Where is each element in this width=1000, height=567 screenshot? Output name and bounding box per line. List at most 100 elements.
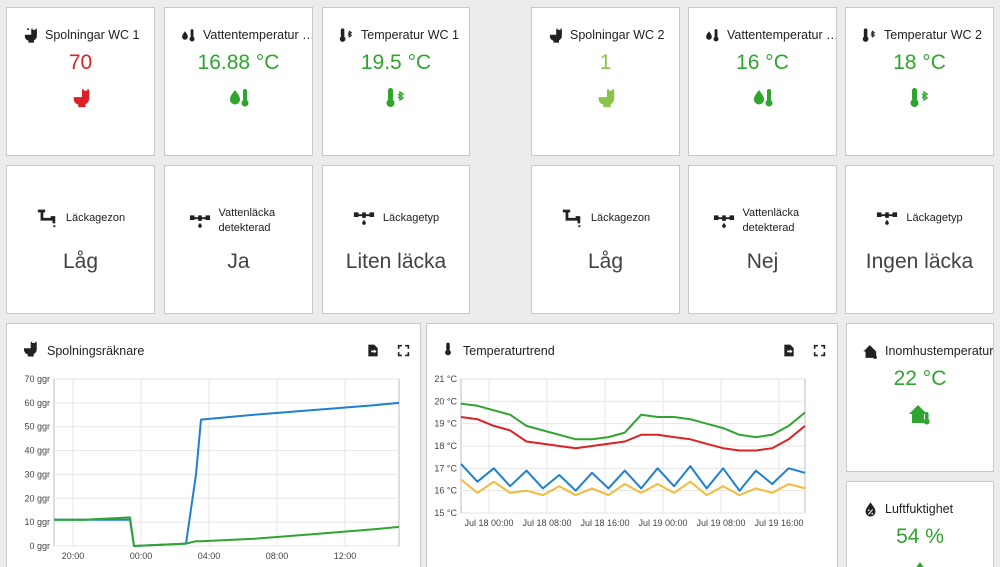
flush-count-value: 70 [68, 51, 93, 74]
card-title: Temperatur WC 1 [361, 28, 459, 42]
x-tick-label: Jul 18 16:00 [580, 518, 629, 528]
temp-value: 18 °C [893, 51, 946, 74]
card-title: Luftfuktighet [885, 502, 954, 516]
graph-title: Spolningsräknare [47, 343, 145, 358]
card-leak-type-wc1[interactable]: Läckagetyp Liten läcka [322, 165, 470, 314]
leak-zone-value: Låg [587, 250, 624, 273]
water-thermometer-icon [165, 86, 312, 110]
card-leak-zone-wc1[interactable]: Läckagezon Låg [6, 165, 155, 314]
toilet-icon [21, 26, 39, 44]
water-percent-icon [861, 500, 879, 518]
thermometer-icon [441, 340, 455, 361]
flush-count-value: 1 [599, 51, 612, 74]
y-tick-label: 19 °C [434, 419, 457, 429]
series-line-0 [460, 402, 806, 441]
card-flush-counter-graph[interactable]: Spolningsräknare 0 ggr 10 ggr 20 ggr 30 ggr… [6, 323, 421, 567]
y-tick-label: 18 °C [434, 441, 457, 451]
card-leak-zone-wc2[interactable]: Läckagezon Låg [531, 165, 680, 314]
y-tick-label: 20 °C [434, 396, 457, 406]
water-pump-icon [189, 209, 211, 234]
leak-detected-value: Nej [746, 250, 779, 273]
card-title: Inomhustemperatur [885, 344, 994, 358]
x-tick-label: Jul 19 08:00 [696, 518, 745, 528]
card-indoor-temp[interactable]: Inomhustemperatur 22 °C [846, 323, 994, 472]
x-tick-label: 12:00 [334, 551, 357, 561]
card-humidity[interactable]: Luftfuktighet 54 % [846, 481, 994, 567]
y-tick-label: 15 °C [434, 508, 457, 518]
entity-header: Vattenläcka detekterad [165, 206, 312, 236]
thermometer-bluetooth-icon [323, 86, 469, 110]
temperature-trend-chart: 15 °C 16 °C 17 °C 18 °C 19 °C 20 °C 21 °C Jul 1… [434, 374, 806, 528]
graph-title: Temperaturtrend [463, 343, 555, 358]
home-thermometer-icon [847, 402, 993, 426]
water-temp-value: 16 °C [736, 51, 789, 74]
entity-header: Vattenläcka detekterad [689, 206, 836, 236]
y-tick-label: 40 ggr [24, 446, 50, 456]
x-tick-label: Jul 19 00:00 [638, 518, 687, 528]
fullscreen-icon[interactable] [395, 342, 411, 358]
card-header: Spolningar WC 2 [546, 26, 665, 44]
leak-type-value: Liten läcka [345, 250, 447, 273]
entity-label: Läckagezon [65, 212, 126, 224]
export-file-icon[interactable] [781, 342, 797, 358]
y-tick-label: 20 ggr [24, 493, 50, 503]
card-leak-detected-wc1[interactable]: Vattenläcka detekterad Ja [164, 165, 313, 314]
leak-zone-value: Låg [62, 250, 99, 273]
y-tick-label: 0 ggr [29, 541, 50, 551]
card-header: Temperatur WC 1 [337, 26, 459, 44]
x-tick-label: 08:00 [266, 551, 289, 561]
card-header: Vattentemperatur WC 1 [179, 26, 312, 44]
humidity-value: 54 % [896, 525, 944, 548]
water-pump-icon [876, 206, 898, 231]
card-header: Luftfuktighet [861, 500, 953, 518]
entity-label: Vattenläcka detekterad [742, 207, 800, 234]
entity-label: Läckagetyp [382, 212, 440, 224]
thermometer-bluetooth-icon [846, 86, 993, 110]
water-pump-icon [353, 206, 375, 231]
entity-label: Vattenläcka detekterad [218, 207, 276, 234]
entity-header: Läckagezon [532, 206, 679, 231]
water-pump-icon [713, 209, 735, 234]
card-temp-wc2[interactable]: Temperatur WC 2 18 °C [845, 7, 994, 156]
toilet-icon [21, 340, 39, 361]
card-title: Temperatur WC 2 [884, 28, 982, 42]
y-tick-label: 60 ggr [24, 398, 50, 408]
thermometer-bluetooth-icon [337, 26, 355, 44]
water-thermometer-icon [703, 26, 721, 44]
entity-header: Läckagezon [7, 206, 154, 231]
series-line-0 [54, 401, 400, 547]
series-line-3 [460, 478, 806, 497]
card-water-temp-wc1[interactable]: Vattentemperatur WC 1 16.88 °C [164, 7, 313, 156]
export-file-icon[interactable] [365, 342, 381, 358]
thermometer-bluetooth-icon [860, 26, 878, 44]
y-tick-label: 16 °C [434, 486, 457, 496]
flush-counter-chart: 0 ggr 10 ggr 20 ggr 30 ggr 40 ggr 50 ggr 60 gg… [24, 374, 400, 561]
card-leak-detected-wc2[interactable]: Vattenläcka detekterad Nej [688, 165, 837, 314]
home-thermometer-icon [861, 342, 879, 360]
y-tick-label: 10 ggr [24, 517, 50, 527]
x-tick-label: Jul 18 08:00 [522, 518, 571, 528]
card-header: Spolningar WC 1 [21, 26, 140, 44]
card-temp-wc1[interactable]: Temperatur WC 1 19.5 °C [322, 7, 470, 156]
card-leak-type-wc2[interactable]: Läckagetyp Ingen läcka [845, 165, 994, 314]
indoor-temp-value: 22 °C [893, 367, 947, 390]
water-percent-icon [847, 560, 993, 567]
entity-header: Läckagetyp [323, 206, 469, 231]
water-thermometer-icon [689, 86, 836, 110]
series-line-1 [54, 516, 400, 547]
card-header: Temperatur WC 2 [860, 26, 982, 44]
series-line-1 [460, 416, 806, 452]
card-temperature-trend-graph[interactable]: Temperaturtrend 15 °C 16 °C 17 °C 18 °C 19 °… [426, 323, 838, 567]
y-tick-label: 70 ggr [24, 374, 50, 384]
card-water-temp-wc2[interactable]: Vattentemperatur WC 2 16 °C [688, 7, 837, 156]
plot-frame [53, 378, 400, 547]
card-flush-wc2[interactable]: Spolningar WC 2 1 [531, 7, 680, 156]
leak-detected-value: Ja [227, 250, 250, 273]
toilet-icon [546, 26, 564, 44]
card-flush-wc1[interactable]: Spolningar WC 1 70 [6, 7, 155, 156]
x-tick-label: Jul 18 00:00 [464, 518, 513, 528]
graph-header: Temperaturtrend [441, 340, 555, 361]
y-tick-label: 21 °C [434, 374, 457, 384]
x-tick-label: 20:00 [62, 551, 85, 561]
fullscreen-icon[interactable] [811, 342, 827, 358]
